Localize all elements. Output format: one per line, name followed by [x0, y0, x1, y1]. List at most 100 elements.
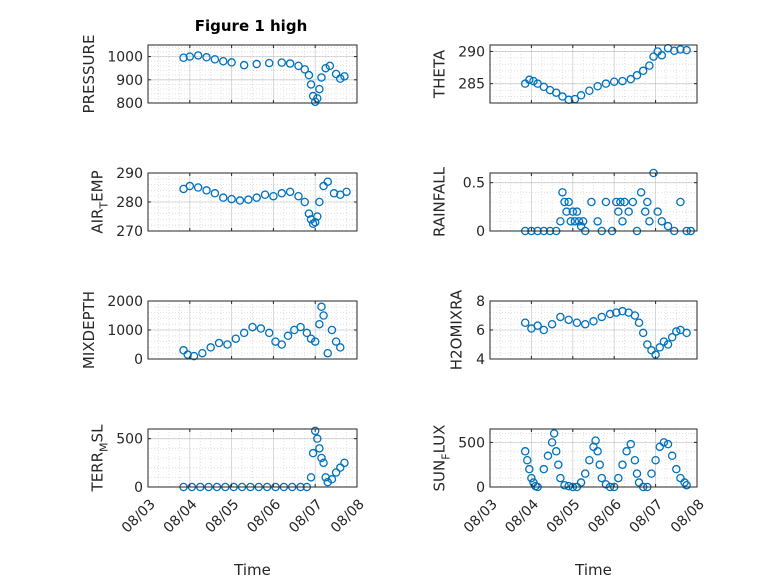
data-point	[214, 338, 224, 348]
data-point	[231, 334, 241, 343]
data-point	[277, 340, 287, 349]
y-label-subscript: M	[98, 442, 111, 452]
y-label-part: SL	[89, 424, 107, 443]
data-point	[317, 453, 326, 463]
ticks	[489, 300, 698, 360]
data-point	[198, 348, 207, 358]
ticks	[147, 300, 358, 360]
data-point	[193, 183, 203, 192]
y-tick-label: 290	[116, 166, 143, 182]
data-point	[189, 351, 199, 361]
data-point	[556, 217, 565, 226]
data-point	[179, 53, 188, 63]
data-point	[576, 478, 586, 487]
data-point	[628, 197, 638, 207]
y-axis-label: H2OMIXRA	[448, 289, 466, 370]
data-point	[614, 473, 623, 483]
data-point	[321, 63, 330, 73]
data-point	[315, 444, 324, 453]
data-point	[547, 438, 557, 447]
data-point	[252, 59, 261, 69]
subplot-rainfall: 0 0.5 RAINFALL	[431, 166, 698, 240]
data-point	[525, 75, 534, 85]
y-label-subscript: T	[98, 202, 111, 210]
data-point	[283, 331, 293, 341]
data-point	[634, 318, 644, 327]
data-point	[667, 451, 677, 461]
data-point	[572, 207, 582, 216]
data-point	[576, 221, 586, 231]
y-tick-label: 285	[458, 77, 485, 93]
y-axis-label: RAINFALL	[431, 166, 449, 237]
data-point	[566, 217, 575, 226]
data-point	[252, 193, 261, 202]
figure-title: Figure 1 high	[195, 17, 308, 35]
y-axis-label: MIXDEPTH	[80, 291, 98, 369]
data-point	[520, 447, 530, 456]
data-point	[682, 328, 691, 338]
data-point	[529, 76, 538, 86]
y-tick-label: 0	[476, 480, 485, 496]
data-point	[645, 217, 654, 226]
data-point	[315, 84, 324, 94]
data-point	[564, 481, 573, 491]
axes-box	[489, 44, 698, 104]
data-point	[638, 66, 648, 76]
data-point	[319, 311, 328, 320]
data-point	[585, 455, 594, 465]
data-point	[618, 217, 627, 226]
data-point	[227, 194, 236, 204]
data-point	[556, 473, 565, 483]
data-point	[614, 207, 623, 216]
data-point	[572, 318, 582, 327]
data-point	[183, 350, 192, 359]
data-point	[325, 61, 335, 71]
data-point	[202, 186, 211, 195]
axes-box	[147, 44, 358, 104]
data-point	[308, 448, 318, 458]
data-point	[300, 197, 309, 207]
data-point	[296, 322, 305, 332]
data-point	[632, 469, 642, 478]
data-point	[597, 312, 607, 322]
data-point	[317, 73, 326, 82]
y-tick-label: 280	[116, 195, 143, 211]
data-point	[235, 196, 245, 205]
data-point	[244, 195, 253, 204]
y-tick-label: 0	[134, 480, 143, 496]
data-point	[601, 79, 611, 88]
data-point	[210, 189, 220, 198]
data-point	[551, 447, 561, 456]
y-axis-label: AIRTEMP	[89, 170, 111, 233]
data-point	[576, 91, 586, 100]
ticks	[147, 45, 358, 104]
data-point	[294, 191, 303, 201]
data-point	[300, 65, 309, 74]
data-point	[636, 188, 646, 197]
data-point	[193, 51, 203, 60]
axes-box	[147, 428, 358, 488]
data-point	[587, 197, 596, 207]
data-point	[585, 86, 594, 96]
data-point	[589, 317, 598, 326]
data-point	[657, 217, 667, 226]
data-point	[304, 209, 314, 218]
data-point	[218, 56, 228, 66]
data-point	[313, 94, 322, 103]
data-point	[285, 187, 295, 197]
data-point	[210, 55, 220, 64]
data-point	[618, 460, 627, 469]
data-point	[549, 429, 559, 438]
data-point	[655, 343, 664, 352]
data-point	[630, 455, 640, 465]
data-point	[591, 436, 600, 445]
data-point	[672, 327, 681, 336]
data-point	[547, 319, 557, 329]
data-point	[294, 61, 303, 71]
data-point	[595, 460, 604, 469]
y-axis-label: THETA	[431, 49, 449, 99]
data-point	[342, 187, 351, 197]
y-label-part: TERR	[89, 452, 107, 493]
